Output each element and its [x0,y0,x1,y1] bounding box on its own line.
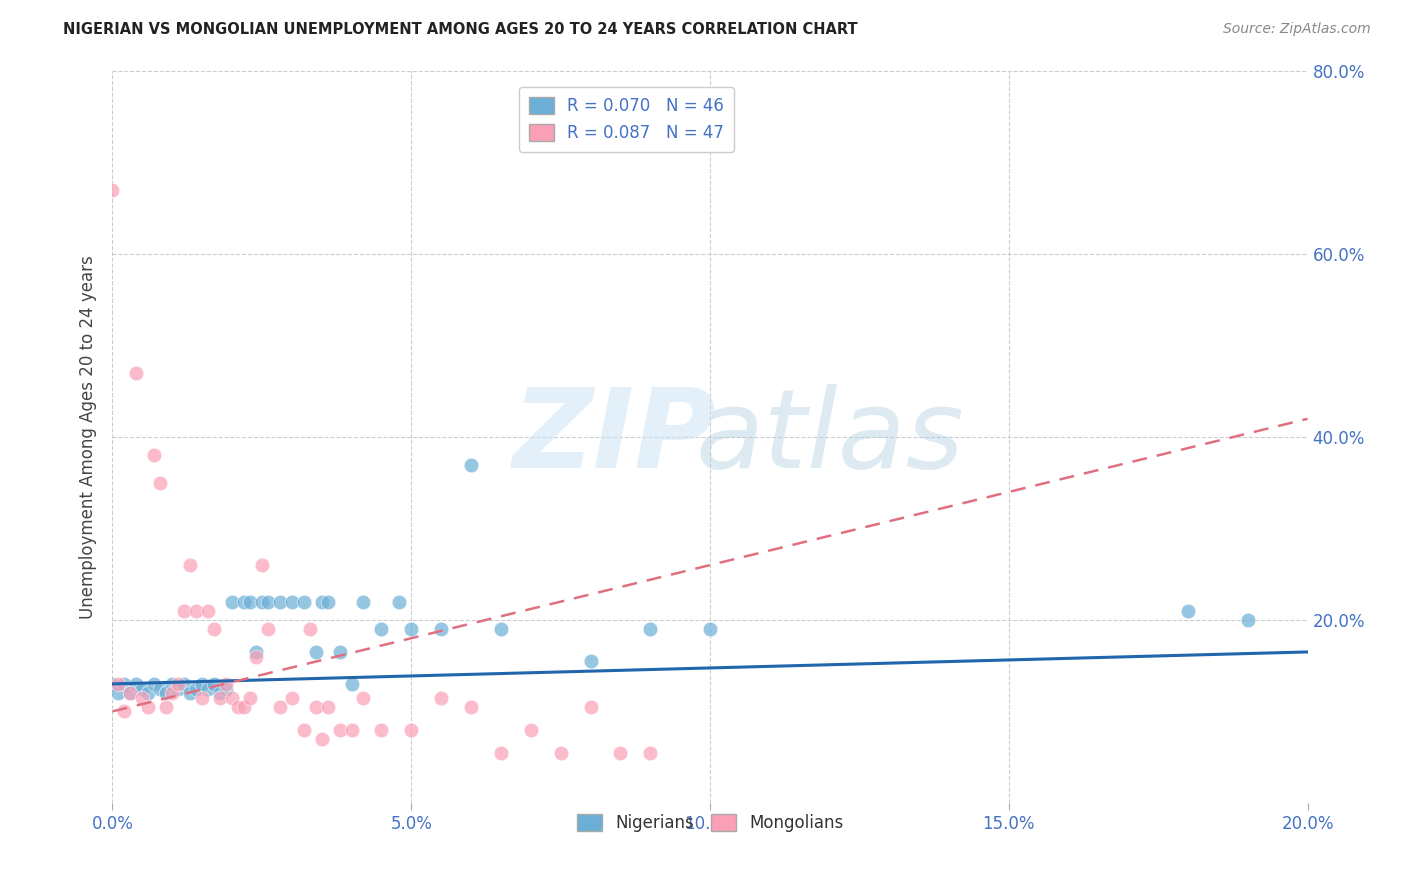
Point [353,690,375,705]
Point [202,622,225,636]
Point [316,699,339,714]
Point [401,723,423,737]
Point [209,686,232,700]
Point [101,183,124,197]
Point [138,699,160,714]
Point [388,594,411,608]
Point [370,622,392,636]
Point [167,681,190,696]
Point [131,690,153,705]
Point [1177,604,1199,618]
Point [311,731,333,746]
Point [579,654,602,668]
Point [699,622,721,636]
Point [579,699,602,714]
Point [292,594,315,608]
Point [1237,613,1260,627]
Point [162,686,183,700]
Point [173,677,195,691]
Point [114,705,135,719]
Point [221,690,243,705]
Point [281,690,304,705]
Point [125,677,148,691]
Point [186,681,208,696]
Point [138,686,160,700]
Point [298,622,321,636]
Point [179,686,201,700]
Point [305,645,328,659]
Y-axis label: Unemployment Among Ages 20 to 24 years: Unemployment Among Ages 20 to 24 years [79,255,97,619]
Point [233,594,256,608]
Point [197,604,219,618]
Point [430,690,453,705]
Point [250,558,273,573]
Point [107,686,129,700]
Point [215,681,238,696]
Point [155,699,177,714]
Point [269,699,291,714]
Point [460,458,482,472]
Point [209,690,232,705]
Point [609,746,631,760]
Point [125,366,148,380]
Point [155,686,177,700]
Point [329,723,352,737]
Point [311,594,333,608]
Point [640,746,662,760]
Point [221,594,243,608]
Point [305,699,328,714]
Point [257,622,280,636]
Text: ZIP: ZIP [513,384,716,491]
Text: NIGERIAN VS MONGOLIAN UNEMPLOYMENT AMONG AGES 20 TO 24 YEARS CORRELATION CHART: NIGERIAN VS MONGOLIAN UNEMPLOYMENT AMONG… [63,22,858,37]
Point [173,604,195,618]
Point [460,699,482,714]
Point [340,677,363,691]
Point [370,723,392,737]
Point [520,723,543,737]
Point [179,558,201,573]
Point [245,649,267,664]
Point [167,677,190,691]
Point [430,622,453,636]
Point [239,594,262,608]
Point [250,594,273,608]
Point [143,677,166,691]
Point [292,723,315,737]
Point [401,622,423,636]
Point [489,746,512,760]
Point [191,677,214,691]
Point [202,677,225,691]
Point [226,699,249,714]
Point [233,699,256,714]
Point [149,475,172,490]
Point [107,677,129,691]
Point [197,681,219,696]
Point [162,677,183,691]
Text: atlas: atlas [695,384,965,491]
Point [191,690,214,705]
Point [245,645,267,659]
Point [114,677,135,691]
Point [489,622,512,636]
Point [257,594,280,608]
Point [281,594,304,608]
Text: Source: ZipAtlas.com: Source: ZipAtlas.com [1223,22,1371,37]
Point [186,604,208,618]
Legend: Nigerians, Mongolians: Nigerians, Mongolians [571,807,849,838]
Point [329,645,352,659]
Point [316,594,339,608]
Point [353,594,375,608]
Point [131,681,153,696]
Point [239,690,262,705]
Point [101,677,124,691]
Point [215,677,238,691]
Point [149,681,172,696]
Point [120,686,142,700]
Point [340,723,363,737]
Point [143,448,166,462]
Point [640,622,662,636]
Point [550,746,572,760]
Point [120,686,142,700]
Point [269,594,291,608]
